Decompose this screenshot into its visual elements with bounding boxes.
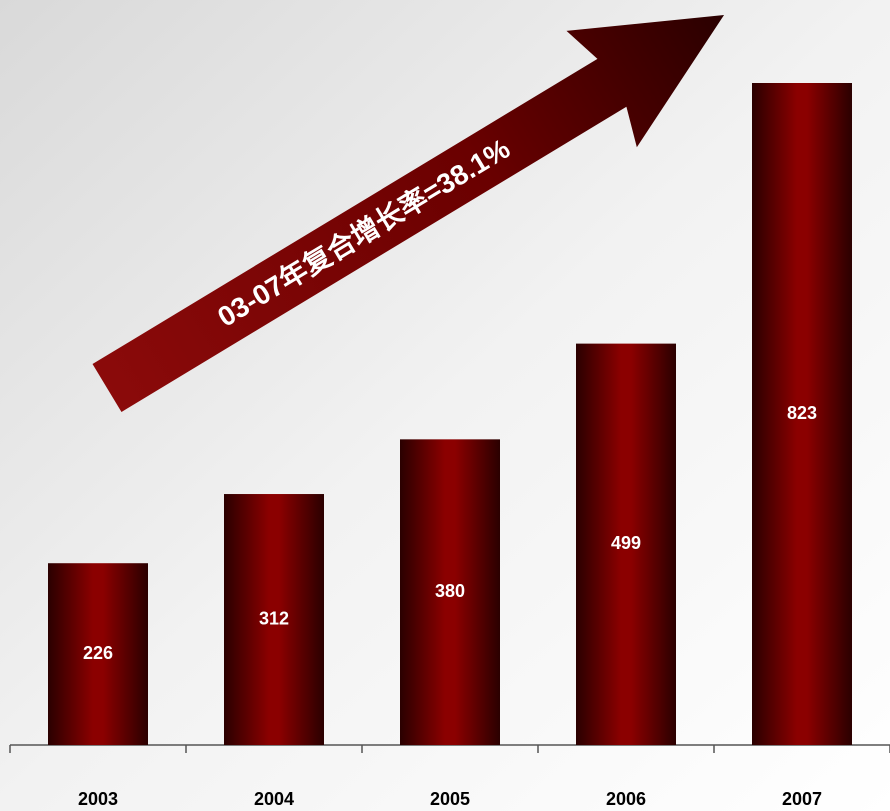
bar (400, 439, 500, 745)
value-label: 226 (83, 643, 113, 663)
x-tick-label: 2004 (254, 789, 294, 809)
value-label: 823 (787, 403, 817, 423)
x-tick-label: 2003 (78, 789, 118, 809)
value-label: 499 (611, 533, 641, 553)
x-tick-label: 2006 (606, 789, 646, 809)
value-label: 380 (435, 581, 465, 601)
x-tick-label: 2005 (430, 789, 470, 809)
arrow-shape (92, 15, 725, 412)
bar (224, 494, 324, 745)
bar (752, 83, 852, 745)
value-label: 312 (259, 608, 289, 628)
x-tick-label: 2007 (782, 789, 822, 809)
bar (576, 343, 676, 745)
bar (48, 563, 148, 745)
